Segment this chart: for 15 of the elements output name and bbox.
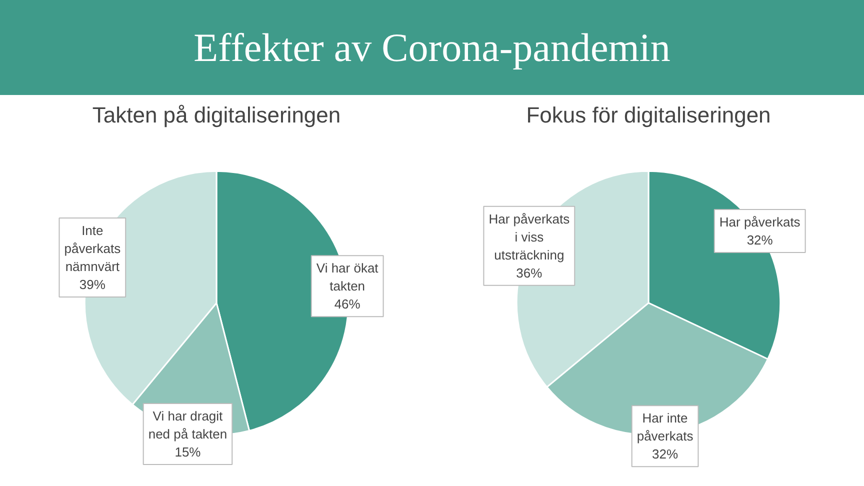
data-label: 39% [79, 277, 106, 292]
slice-label: Har inte påverkats [636, 410, 694, 444]
chart-title: Takten på digitaliseringen [92, 102, 341, 128]
slice-label: Har påverkats [719, 214, 801, 230]
slice-label: Vi har dragit ned på takten [148, 408, 228, 442]
slice-label: Har påverkats i viss utsträckning [488, 211, 570, 262]
slice-label: Inte påverkats nämnvärt [64, 223, 122, 274]
text: Effekter av Corona-pandemin [194, 24, 670, 72]
data-label: 36% [516, 265, 543, 280]
data-label: 32% [746, 232, 774, 248]
data-label: 15% [174, 444, 202, 460]
data-label: 46% [334, 296, 361, 312]
slice-label: Vi har ökat takten [316, 260, 379, 294]
data-label: 32% [652, 446, 678, 462]
chart-title: Fokus för digitaliseringen [526, 102, 771, 128]
